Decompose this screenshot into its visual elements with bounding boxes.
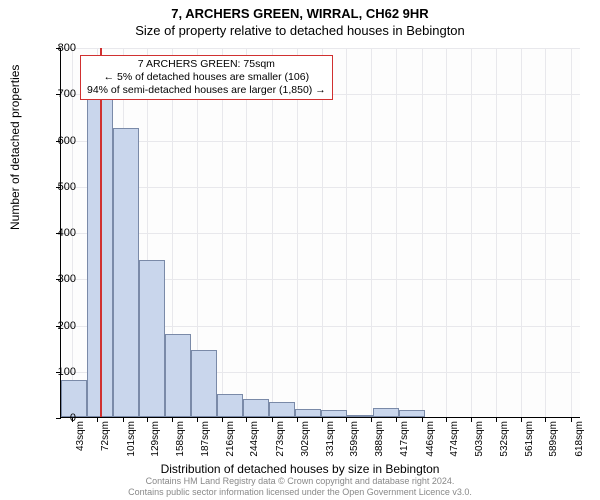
xtick-mark [297,418,298,422]
histogram-bar [399,410,425,417]
y-axis-label: Number of detached properties [8,65,22,230]
xtick-label: 417sqm [399,421,410,457]
annotation-line-2: ← 5% of detached houses are smaller (106… [87,71,326,84]
xtick-mark [422,418,423,422]
xtick-mark [521,418,522,422]
gridline-v [297,48,298,417]
ytick-label: 300 [36,273,76,285]
x-axis-label: Distribution of detached houses by size … [0,462,600,476]
page-subtitle: Size of property relative to detached ho… [0,21,600,38]
chart-container: 7, ARCHERS GREEN, WIRRAL, CH62 9HR Size … [0,0,600,500]
histogram-bar [373,408,399,417]
gridline-h [61,48,580,49]
xtick-label: 273sqm [275,421,286,457]
ytick-label: 600 [36,135,76,147]
histogram-bar [243,399,269,417]
xtick-label: 446sqm [425,421,436,457]
histogram-bar [295,409,321,417]
xtick-label: 244sqm [249,421,260,457]
page-title: 7, ARCHERS GREEN, WIRRAL, CH62 9HR [0,0,600,21]
xtick-label: 359sqm [349,421,360,457]
annotation-box: 7 ARCHERS GREEN: 75sqm ← 5% of detached … [80,55,333,100]
gridline-v [496,48,497,417]
ytick-label: 200 [36,320,76,332]
xtick-mark [346,418,347,422]
xtick-label: 72sqm [100,421,111,451]
xtick-label: 302sqm [300,421,311,457]
histogram-bar [269,402,295,417]
xtick-mark [123,418,124,422]
xtick-mark [246,418,247,422]
xtick-label: 474sqm [449,421,460,457]
xtick-mark [471,418,472,422]
histogram-bar [217,394,243,417]
xtick-label: 158sqm [175,421,186,457]
xtick-label: 561sqm [524,421,535,457]
xtick-mark [147,418,148,422]
annotation-line-3: 94% of semi-detached houses are larger (… [87,84,326,97]
xtick-mark [322,418,323,422]
histogram-bar [139,260,165,417]
xtick-label: 618sqm [574,421,585,457]
gridline-v [346,48,347,417]
footer-line-2: Contains public sector information licen… [0,487,600,498]
gridline-v [545,48,546,417]
xtick-mark [97,418,98,422]
gridline-v [396,48,397,417]
gridline-v [571,48,572,417]
ytick-label: 700 [36,88,76,100]
ytick-label: 800 [36,42,76,54]
xtick-label: 503sqm [474,421,485,457]
xtick-mark [272,418,273,422]
histogram-bar [347,415,373,417]
gridline-v [446,48,447,417]
xtick-mark [446,418,447,422]
xtick-label: 43sqm [75,421,86,451]
histogram-bar [191,350,217,417]
annotation-line-1: 7 ARCHERS GREEN: 75sqm [87,58,326,71]
xtick-mark [197,418,198,422]
footer-line-1: Contains HM Land Registry data © Crown c… [0,476,600,487]
xtick-mark [172,418,173,422]
xtick-label: 532sqm [499,421,510,457]
ytick-label: 400 [36,227,76,239]
xtick-mark [396,418,397,422]
property-marker-line [100,48,102,417]
xtick-mark [571,418,572,422]
gridline-v [246,48,247,417]
xtick-label: 187sqm [200,421,211,457]
histogram-bar [321,410,347,417]
xtick-label: 331sqm [325,421,336,457]
xtick-label: 129sqm [150,421,161,457]
xtick-mark [545,418,546,422]
xtick-label: 216sqm [225,421,236,457]
plot-area: 43sqm72sqm101sqm129sqm158sqm187sqm216sqm… [60,48,580,418]
gridline-v [222,48,223,417]
xtick-label: 589sqm [548,421,559,457]
gridline-v [272,48,273,417]
gridline-v [521,48,522,417]
gridline-v [471,48,472,417]
xtick-label: 388sqm [374,421,385,457]
ytick-label: 0 [36,412,76,424]
ytick-label: 500 [36,181,76,193]
xtick-mark [371,418,372,422]
xtick-mark [222,418,223,422]
xtick-label: 101sqm [126,421,137,457]
histogram-bar [113,128,139,417]
gridline-v [422,48,423,417]
histogram-bar [165,334,191,417]
gridline-v [322,48,323,417]
footer-attribution: Contains HM Land Registry data © Crown c… [0,476,600,498]
xtick-mark [496,418,497,422]
gridline-v [371,48,372,417]
ytick-label: 100 [36,366,76,378]
